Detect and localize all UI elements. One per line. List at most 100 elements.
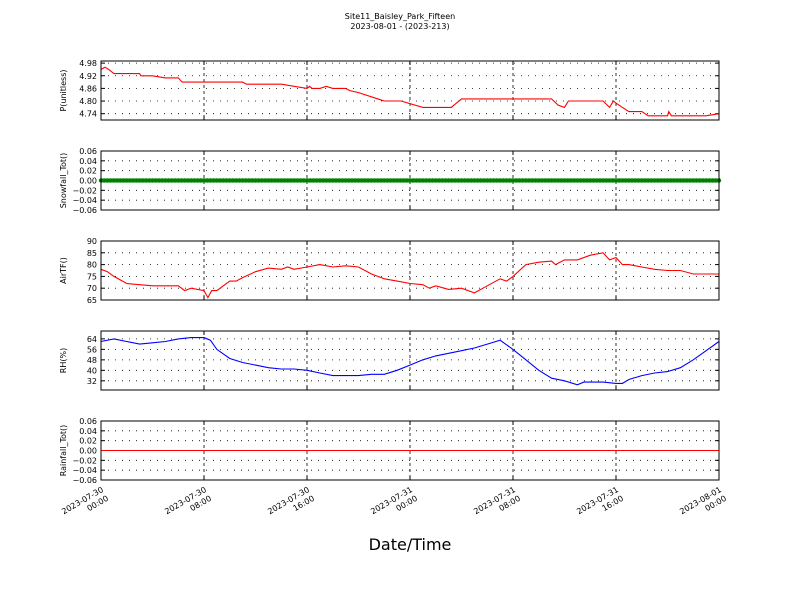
data-point [665,178,670,183]
data-point [439,178,445,183]
panel-frame [100,420,720,481]
data-point [269,178,274,183]
data-point [652,178,657,183]
chart-title: Site11_Baisley_Park_Fifteen [345,12,455,21]
x-axis-label: Date/Time [369,535,452,554]
data-point [417,178,422,183]
data-point [520,178,525,183]
data-point [575,178,580,183]
data-point [108,178,113,183]
data-point [600,178,606,183]
data-point [501,178,506,183]
data-point [526,178,532,183]
y-tick-label: 80 [87,261,97,270]
data-point [208,178,213,183]
data-point [147,178,152,183]
panel-frame [100,240,720,301]
y-tick-label: −0.04 [72,196,97,205]
data-point [436,178,442,183]
data-point [320,178,326,183]
data-point [333,178,339,183]
data-point [130,178,136,183]
data-point [533,178,538,183]
y-axis-label: Rainfall_Tot() [59,425,68,477]
data-point [172,178,178,183]
data-point [163,178,168,183]
data-point [227,178,232,183]
data-point [127,178,133,183]
y-tick-label: 64 [87,335,97,344]
y-tick-label: 4.74 [79,110,97,119]
data-point [472,178,477,183]
data-point [546,178,551,183]
data-point [230,178,236,183]
data-point [411,178,416,183]
data-point [272,178,278,183]
y-tick-label: −0.04 [72,466,97,475]
y-tick-label: 4.92 [79,72,97,81]
data-point [362,178,368,183]
data-point [713,178,718,183]
series-line-3 [100,252,719,299]
series-line-1 [100,66,720,117]
data-point [591,178,596,183]
y-tick-label: 0.00 [79,447,97,456]
panel-frame [100,60,720,121]
data-point [497,178,503,183]
data-point [623,178,628,183]
data-point [185,178,191,183]
y-tick-label: 85 [87,249,97,258]
data-point [182,178,187,183]
data-point [275,178,281,183]
data-point [394,178,400,183]
data-point [687,178,693,183]
data-point [678,178,683,183]
data-point [668,178,673,183]
data-point [233,178,239,183]
data-point [143,178,149,183]
data-point [465,178,471,183]
data-point [710,178,715,183]
data-point [134,178,139,183]
y-tick-label: 65 [87,296,97,305]
data-point [288,178,294,183]
y-axis-label: AirTF() [59,257,68,284]
data-point [494,178,500,183]
data-point [639,178,644,183]
data-point [443,178,448,183]
data-point [430,178,435,183]
data-point [243,178,249,183]
data-point [356,178,361,183]
data-point [636,178,641,183]
data-point [703,178,709,183]
y-tick-label: 4.80 [79,97,97,106]
data-point [121,178,126,183]
data-point [542,178,548,183]
data-point [388,178,393,183]
data-point [346,178,352,183]
data-point [581,178,587,183]
data-point [488,178,493,183]
data-point [118,178,123,183]
data-point [671,178,677,183]
data-point [404,178,409,183]
data-point [266,178,271,183]
data-point [456,178,461,183]
data-point [353,178,358,183]
series-line-4 [100,337,720,386]
data-point [327,178,332,183]
data-point [433,178,438,183]
data-point [256,178,261,183]
data-point [629,178,635,183]
data-point [414,178,419,183]
y-tick-label: −0.06 [72,206,97,215]
data-point [694,178,699,183]
y-axis-label: RH(%) [59,348,68,373]
